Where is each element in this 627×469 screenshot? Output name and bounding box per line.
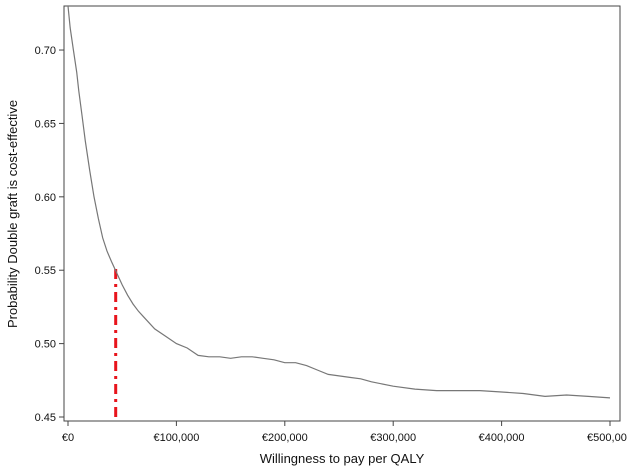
x-tick-label: €200,000	[262, 432, 308, 444]
y-tick-label: 0.70	[35, 45, 56, 57]
y-tick-label: 0.45	[35, 412, 56, 424]
y-tick-label: 0.55	[35, 265, 56, 277]
x-tick-label: €0	[62, 432, 74, 444]
x-axis-title: Willingness to pay per QALY	[260, 451, 425, 466]
y-axis-title: Probability Double graft is cost-effecti…	[5, 100, 20, 328]
y-tick-label: 0.60	[35, 192, 56, 204]
y-tick-label: 0.65	[35, 118, 56, 130]
y-axis: 0.45 0.50 0.55 0.60 0.65 0.70	[35, 45, 64, 424]
x-tick-label: €400,000	[479, 432, 525, 444]
plot-frame	[63, 5, 621, 422]
x-axis: €0 €100,000 €200,000 €300,000 €400,000 €500,0…	[62, 421, 627, 444]
series-line	[67, 5, 611, 399]
x-tick-label: €300,000	[370, 432, 416, 444]
y-tick-label: 0.50	[35, 339, 56, 351]
x-tick-label: €100,000	[153, 432, 199, 444]
x-tick-label: €500,000	[587, 432, 627, 444]
